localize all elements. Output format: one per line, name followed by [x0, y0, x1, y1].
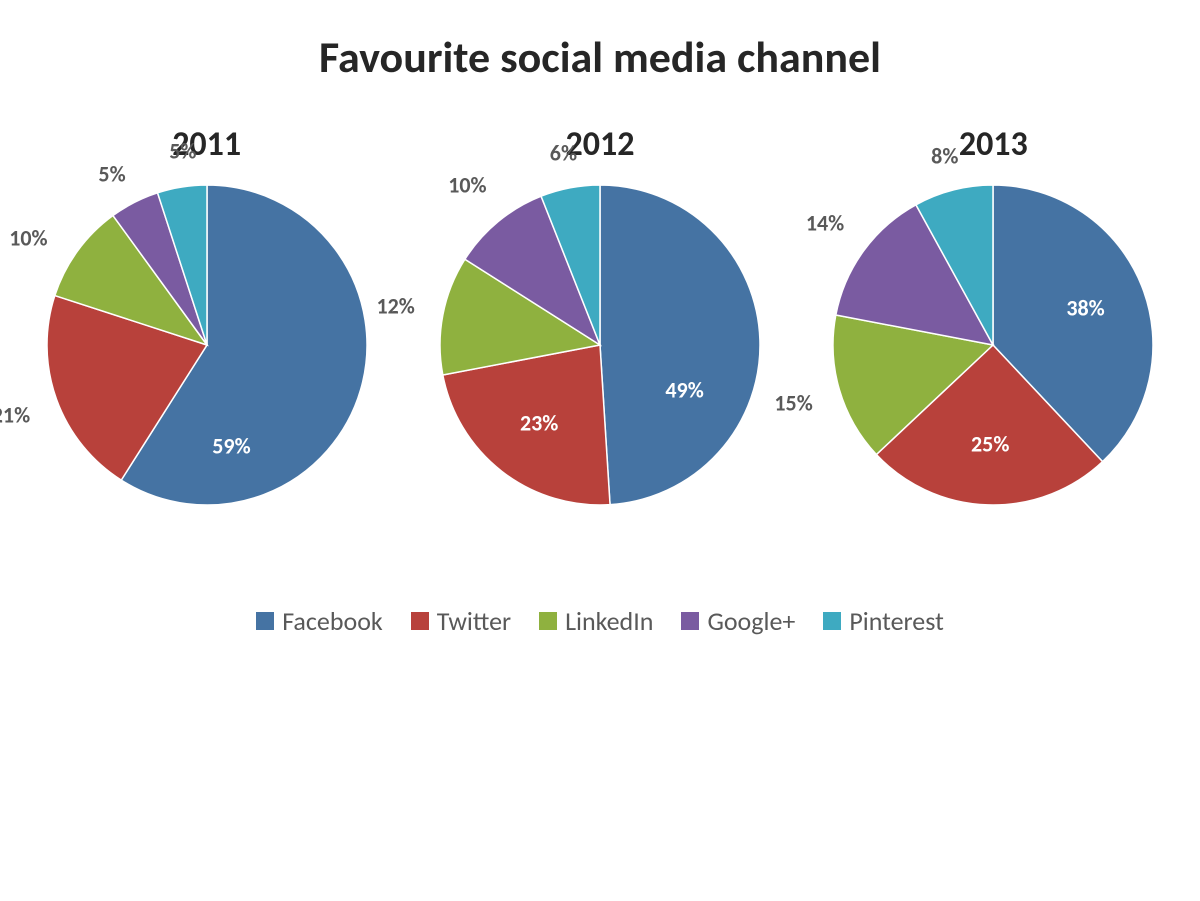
slice-label: 23%	[520, 410, 558, 437]
legend-label: Pinterest	[849, 605, 943, 637]
legend-item-pinterest: Pinterest	[823, 605, 943, 637]
legend-swatch	[256, 612, 274, 630]
charts-row: 2011 59%21%10%5%5% 2012 49%23%12%10%6% 2…	[0, 84, 1200, 505]
legend-item-linkedin: LinkedIn	[539, 605, 653, 637]
slice-label: 59%	[212, 432, 250, 459]
slice-label: 15%	[774, 390, 812, 417]
pie-2011: 59%21%10%5%5%	[47, 185, 367, 505]
slice-label: 10%	[448, 171, 486, 198]
slice-label: 14%	[806, 209, 844, 236]
slice-label: 5%	[169, 138, 196, 165]
legend-swatch	[539, 612, 557, 630]
legend-swatch	[411, 612, 429, 630]
chart-2011: 2011 59%21%10%5%5%	[47, 124, 367, 505]
legend-swatch	[681, 612, 699, 630]
legend-item-google+: Google+	[681, 605, 795, 637]
slice-label: 25%	[971, 431, 1009, 458]
chart-title: Favourite social media channel	[0, 0, 1200, 84]
pie-svg	[440, 185, 760, 505]
slice-label: 5%	[98, 161, 125, 188]
pie-2013: 38%25%15%14%8%	[833, 185, 1153, 505]
legend-item-twitter: Twitter	[411, 605, 511, 637]
legend-item-facebook: Facebook	[256, 605, 383, 637]
legend-label: LinkedIn	[565, 605, 653, 637]
pie-svg	[47, 185, 367, 505]
legend-label: Facebook	[282, 605, 383, 637]
legend-label: Twitter	[437, 605, 511, 637]
slice-label: 10%	[9, 224, 47, 251]
chart-2013: 2013 38%25%15%14%8%	[833, 124, 1153, 505]
chart-year-label: 2013	[959, 124, 1028, 165]
slice-label: 38%	[1066, 295, 1104, 322]
slice-label: 49%	[665, 377, 703, 404]
slice-label: 12%	[377, 293, 415, 320]
slice-label: 8%	[931, 142, 958, 169]
slice-label: 6%	[550, 140, 577, 167]
legend-label: Google+	[707, 605, 795, 637]
pie-2012: 49%23%12%10%6%	[440, 185, 760, 505]
legend: Facebook Twitter LinkedIn Google+ Pinterest	[0, 605, 1200, 637]
legend-swatch	[823, 612, 841, 630]
chart-2012: 2012 49%23%12%10%6%	[440, 124, 760, 505]
slice-label: 21%	[0, 402, 30, 429]
pie-slice-facebook	[600, 185, 760, 505]
